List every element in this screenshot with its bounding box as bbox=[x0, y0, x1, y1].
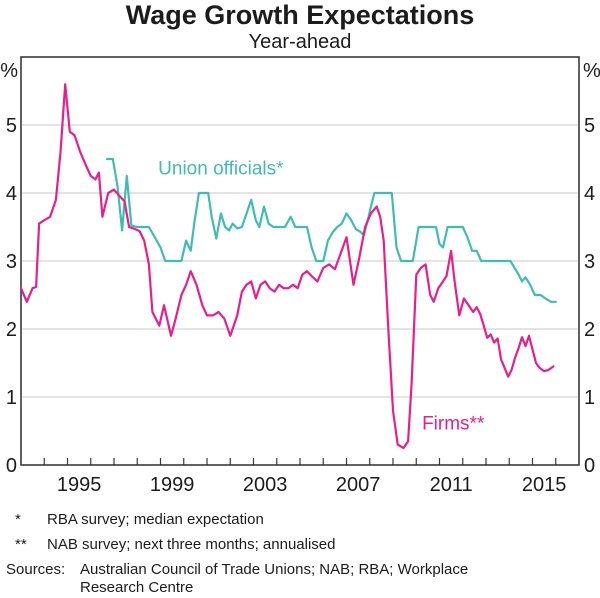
y-axis-label-left: 3 bbox=[6, 251, 17, 273]
x-axis-label: 2003 bbox=[243, 474, 288, 496]
union-officials-label: Union officials* bbox=[158, 159, 284, 180]
y-axis-label-left: 4 bbox=[6, 183, 17, 205]
union-officials-line bbox=[105, 157, 557, 303]
y-axis-label-left: 5 bbox=[6, 115, 17, 137]
footnote-marker: * bbox=[15, 511, 21, 528]
y-axis-label-right: 2 bbox=[584, 319, 595, 341]
plot-border bbox=[20, 56, 580, 466]
x-axis-label: 2011 bbox=[430, 474, 473, 496]
y-axis-unit-left: % bbox=[0, 60, 18, 82]
y-axis-label-right: 5 bbox=[584, 115, 595, 137]
footnote-marker: ** bbox=[15, 536, 27, 553]
line-chart: Union officials* Firms** 0 0 1 1 2 2 3 3 4 4 5 5% % 199… bbox=[0, 56, 600, 496]
y-axis-label-left: 1 bbox=[6, 387, 17, 409]
footnote-text: RBA survey; median expectation bbox=[47, 511, 264, 528]
y-axis-label-right: 3 bbox=[584, 251, 595, 273]
x-axis-label: 2007 bbox=[336, 474, 381, 496]
y-axis-label-left: 0 bbox=[6, 455, 17, 477]
y-axis-label-right: 1 bbox=[584, 387, 595, 409]
sources-label: Sources: bbox=[6, 561, 66, 578]
chart-title: Wage Growth Expectations bbox=[125, 0, 475, 30]
x-axis-label: 2015 bbox=[522, 474, 567, 496]
y-axis-label-right: 4 bbox=[584, 183, 595, 205]
footnote-rba-survey: * RBA survey; median expectation bbox=[15, 511, 264, 529]
sources-text: Australian Council of Trade Unions; NAB;… bbox=[80, 561, 469, 596]
x-axis-label: 1995 bbox=[57, 474, 102, 496]
firms-line bbox=[19, 83, 555, 450]
sources-note: Sources: Australian Council of Trade Uni… bbox=[6, 561, 492, 597]
x-axis-label: 1999 bbox=[150, 474, 195, 496]
footnote-text: NAB survey; next three months; annualise… bbox=[47, 536, 336, 553]
y-axis-label-left: 2 bbox=[6, 319, 17, 341]
y-axis-label-right: 0 bbox=[584, 455, 595, 477]
chart-subtitle: Year-ahead bbox=[248, 31, 352, 53]
firms-label: Firms** bbox=[422, 414, 485, 435]
y-axis-unit-right: % bbox=[583, 60, 600, 82]
footnote-nab-survey: ** NAB survey; next three months; annual… bbox=[15, 536, 336, 554]
